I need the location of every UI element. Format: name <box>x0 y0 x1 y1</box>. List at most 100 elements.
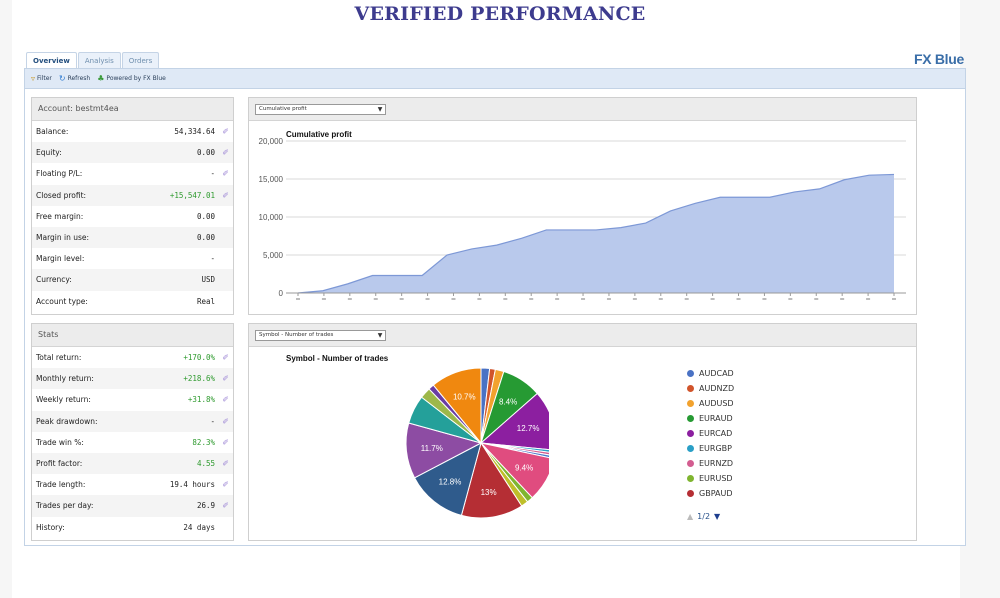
legend-item[interactable]: EURCAD <box>687 426 734 441</box>
account-row: Equity: 0.00 ✐ <box>32 142 233 164</box>
stats-label: Weekly return: <box>36 395 91 405</box>
external-link-icon[interactable]: ✐ <box>222 127 229 137</box>
stats-value: - <box>210 416 215 426</box>
stats-row: Profit factor: 4.55 ✐ <box>32 452 233 475</box>
pie-slice-label: 12.8% <box>439 478 462 487</box>
stats-value: +170.0% <box>183 353 215 363</box>
external-link-icon[interactable]: ✐ <box>222 437 229 447</box>
account-label: Equity: <box>36 148 62 158</box>
account-rows: Balance: 54,334.64 ✐ Equity: 0.00 ✐ Floating P… <box>32 121 233 312</box>
account-row: Margin level: - <box>32 248 233 269</box>
legend-item[interactable]: EURUSD <box>687 471 734 486</box>
pager-up-icon[interactable]: ▲ <box>687 512 694 521</box>
fx-blue-logo[interactable]: FX Blue <box>913 51 964 67</box>
legend-label: EURUSD <box>699 474 733 483</box>
powered-by-link[interactable]: ♣ Powered by FX Blue <box>97 74 166 83</box>
external-link-icon[interactable]: ✐ <box>222 169 229 179</box>
legend-label: GBPAUD <box>699 489 733 498</box>
pie-slice[interactable] <box>460 441 523 519</box>
legend-item[interactable]: EURAUD <box>687 411 734 426</box>
pie-slice-label: 8.4% <box>499 398 517 407</box>
account-label: Free margin: <box>36 211 84 221</box>
account-label: Closed profit: <box>36 190 87 200</box>
legend-label: EURNZD <box>699 459 734 468</box>
x-tick-label-blur <box>321 298 326 300</box>
legend-label: AUDCAD <box>699 369 734 378</box>
x-tick-label-blur <box>425 298 430 300</box>
account-value: USD <box>201 275 215 285</box>
pie-chart-panel: Symbol - Number of trades ▼ Symbol - Num… <box>248 323 917 541</box>
profit-line <box>297 173 895 294</box>
tab-analysis[interactable]: Analysis <box>77 52 121 69</box>
tab-overview[interactable]: Overview <box>26 52 77 69</box>
x-tick-label-blur <box>347 298 352 300</box>
filter-button[interactable]: ▿ Filter <box>31 74 52 83</box>
external-link-icon[interactable]: ✐ <box>222 480 229 490</box>
external-link-icon[interactable]: ✐ <box>222 416 229 426</box>
stats-panel-header: Stats <box>32 324 233 347</box>
legend-swatch <box>687 460 694 467</box>
pie-slice[interactable] <box>413 442 482 517</box>
account-label: Floating P/L: <box>36 169 83 179</box>
account-row: Free margin: 0.00 <box>32 206 233 227</box>
external-link-icon[interactable]: ✐ <box>222 395 229 405</box>
external-link-icon[interactable]: ✐ <box>222 501 229 511</box>
legend-item[interactable]: AUDNZD <box>687 381 734 396</box>
pie-type-select[interactable]: Symbol - Number of trades ▼ <box>255 330 386 341</box>
stats-label: Profit factor: <box>36 459 83 469</box>
stats-label: History: <box>36 522 65 532</box>
tab-orders[interactable]: Orders <box>121 52 160 69</box>
legend-swatch <box>687 430 694 437</box>
external-link-icon[interactable]: ✐ <box>222 148 229 158</box>
stats-value: 82.3% <box>192 437 215 447</box>
external-link-icon[interactable]: ✐ <box>222 374 229 384</box>
stats-value: 4.55 <box>196 459 215 469</box>
stats-value: 24 days <box>183 522 215 532</box>
legend-swatch <box>687 445 694 452</box>
refresh-icon: ↻ <box>58 74 66 83</box>
powered-by-label: Powered by FX Blue <box>106 75 166 82</box>
account-value: - <box>210 254 215 264</box>
x-tick-label-blur <box>581 298 586 300</box>
pie-chart-toolbar: Symbol - Number of trades ▼ <box>249 324 916 347</box>
external-link-icon[interactable]: ✐ <box>222 190 229 200</box>
refresh-button[interactable]: ↻ Refresh <box>59 74 90 83</box>
pie-slice[interactable] <box>432 367 482 445</box>
chevron-down-icon: ▼ <box>377 106 383 113</box>
x-tick-label-blur <box>555 298 560 300</box>
x-tick-label-blur <box>658 298 663 300</box>
profit-area <box>298 174 894 293</box>
pager-down-icon[interactable]: ▼ <box>714 512 721 521</box>
legend-item[interactable]: AUDCAD <box>687 366 734 381</box>
legend-item[interactable]: GBPAUD <box>687 486 734 501</box>
stats-value: 19.4 hours <box>169 480 215 490</box>
y-tick-label: 0 <box>279 289 284 298</box>
pie-slice[interactable] <box>479 392 549 451</box>
account-value: Real <box>196 296 215 306</box>
profit-chart-title: Cumulative profit <box>286 130 352 139</box>
toolbar: ▿ Filter ↻ Refresh ♣ Powered by FX Blue <box>25 69 965 89</box>
legend-swatch <box>687 400 694 407</box>
legend-item[interactable]: EURNZD <box>687 456 734 471</box>
x-tick-label-blur <box>477 298 482 300</box>
y-tick-label: 20,000 <box>259 137 284 146</box>
x-tick-label-blur <box>762 298 767 300</box>
pie-chart-title: Symbol - Number of trades <box>286 354 389 363</box>
legend-label: AUDUSD <box>699 399 734 408</box>
stats-row: History: 24 days <box>32 517 233 538</box>
legend-swatch <box>687 475 694 482</box>
account-row: Margin in use: 0.00 <box>32 226 233 249</box>
external-link-icon[interactable]: ✐ <box>222 459 229 469</box>
x-tick-label-blur <box>736 298 741 300</box>
external-link-icon[interactable]: ✐ <box>222 353 229 363</box>
legend-item[interactable]: AUDUSD <box>687 396 734 411</box>
stats-row: Peak drawdown: - ✐ <box>32 410 233 432</box>
page-margin-left <box>0 0 12 598</box>
x-tick-label-blur <box>684 298 689 300</box>
legend-item[interactable]: EURGBP <box>687 441 734 456</box>
legend-label: EURAUD <box>699 414 733 423</box>
account-label: Balance: <box>36 127 69 137</box>
chart-type-select[interactable]: Cumulative profit ▼ <box>255 104 386 115</box>
y-tick-label: 5,000 <box>263 251 284 260</box>
account-row: Currency: USD <box>32 269 233 291</box>
